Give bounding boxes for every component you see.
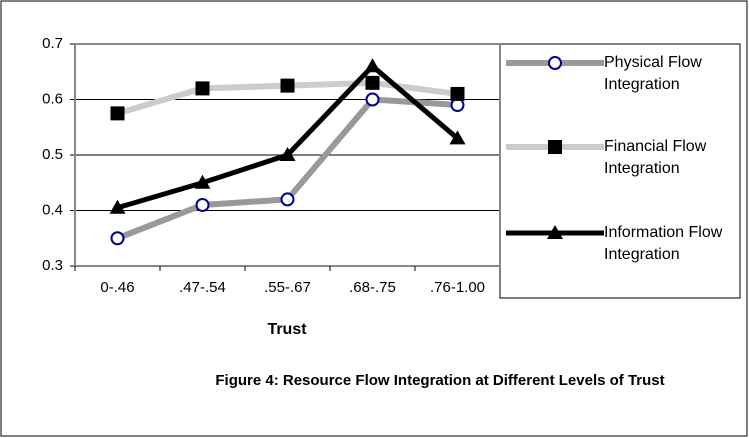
data-point [450,86,465,101]
data-point [110,106,125,121]
x-tick-label: .76-1.00 [430,279,485,296]
x-axis-title: Trust [267,321,307,338]
data-point [194,174,211,189]
legend-label: Financial Flow Integration [604,138,707,177]
plot-border [74,43,501,267]
undefined [548,140,562,154]
data-point [195,197,210,212]
legend-label: Physical Flow Integration [604,54,702,93]
series-line [116,96,458,242]
x-tick-label: .47-.54 [179,279,226,296]
undefined [547,225,563,239]
data-point [364,58,381,73]
data-point [110,231,125,246]
data-point [280,192,295,207]
data-point [195,81,210,96]
data-point [449,130,466,145]
data-point [365,75,380,90]
y-tick-label: 0.3 [42,257,63,274]
y-tick-label: 0.4 [42,201,63,218]
legend-box [499,43,741,299]
undefined [548,56,562,70]
y-tick-label: 0.6 [42,90,63,107]
caption: Figure 4: Resource Flow Integration at D… [215,372,665,389]
data-point [365,92,380,107]
data-point [109,199,126,214]
data-point [280,78,295,93]
y-tick-label: 0.7 [42,35,63,52]
legend-label: Information Flow Integration [604,224,723,263]
x-tick-label: .55-.67 [264,279,311,296]
y-tick-label: 0.5 [42,146,63,163]
x-tick-label: .68-.75 [349,279,396,296]
x-tick-label: 0-.46 [100,279,134,296]
data-point [279,147,296,161]
